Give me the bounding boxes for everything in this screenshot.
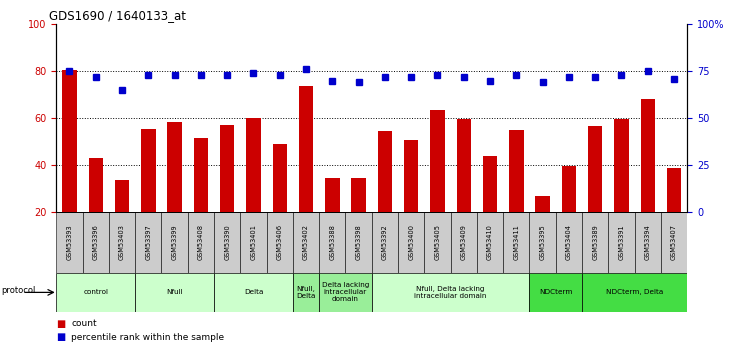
Bar [246, 118, 261, 212]
Bar [556, 212, 582, 273]
Text: GSM53391: GSM53391 [619, 225, 624, 260]
Bar [661, 212, 687, 273]
Bar [509, 130, 523, 212]
Bar [535, 196, 550, 212]
Bar [378, 131, 392, 212]
Bar [372, 212, 398, 273]
Bar [424, 212, 451, 273]
Text: GSM53393: GSM53393 [67, 225, 72, 260]
Text: GSM53408: GSM53408 [198, 224, 204, 260]
Text: NDCterm, Delta: NDCterm, Delta [606, 289, 663, 295]
Bar [582, 273, 687, 312]
Text: Nfull, Delta lacking
intracellular domain: Nfull, Delta lacking intracellular domai… [415, 286, 487, 299]
Bar [135, 273, 214, 312]
Text: GSM53411: GSM53411 [514, 225, 519, 260]
Bar [345, 212, 372, 273]
Text: GSM53401: GSM53401 [251, 225, 256, 260]
Bar [667, 168, 681, 212]
Bar [194, 138, 208, 212]
Text: Delta lacking
intracellular
domain: Delta lacking intracellular domain [321, 283, 369, 302]
Bar [451, 212, 477, 273]
Text: GSM53390: GSM53390 [225, 225, 230, 260]
Bar [214, 212, 240, 273]
Bar [503, 212, 529, 273]
Bar [430, 110, 445, 212]
Text: Delta: Delta [244, 289, 263, 295]
Bar [641, 99, 655, 212]
Bar [529, 273, 582, 312]
Bar [529, 212, 556, 273]
Bar [56, 273, 135, 312]
Bar [161, 212, 188, 273]
Text: GSM53402: GSM53402 [303, 224, 309, 260]
Text: GDS1690 / 1640133_at: GDS1690 / 1640133_at [49, 9, 185, 22]
Bar [319, 273, 372, 312]
Text: GSM53394: GSM53394 [645, 225, 650, 260]
Bar [398, 212, 424, 273]
Bar [588, 126, 602, 212]
Bar [319, 212, 345, 273]
Text: GSM53395: GSM53395 [540, 225, 545, 260]
Bar [372, 273, 529, 312]
Bar [351, 178, 366, 212]
Text: GSM53397: GSM53397 [146, 225, 151, 260]
Bar [293, 212, 319, 273]
Bar [62, 70, 77, 212]
Bar [115, 180, 129, 212]
Text: GSM53392: GSM53392 [382, 225, 388, 260]
Text: ■: ■ [56, 319, 65, 328]
Text: Nfull,
Delta: Nfull, Delta [297, 286, 315, 299]
Text: NDCterm: NDCterm [539, 289, 572, 295]
Text: GSM53403: GSM53403 [119, 225, 125, 260]
Bar [267, 212, 293, 273]
Bar [608, 212, 635, 273]
Bar [273, 144, 287, 212]
Bar [109, 212, 135, 273]
Text: percentile rank within the sample: percentile rank within the sample [71, 333, 225, 342]
Bar [404, 140, 418, 212]
Bar [220, 125, 234, 212]
Bar [167, 122, 182, 212]
Text: GSM53388: GSM53388 [330, 225, 335, 260]
Text: GSM53404: GSM53404 [566, 224, 572, 260]
Bar [214, 273, 293, 312]
Bar [325, 178, 339, 212]
Text: GSM53405: GSM53405 [435, 224, 440, 260]
Text: GSM53409: GSM53409 [461, 225, 466, 260]
Bar [89, 158, 103, 212]
Text: GSM53398: GSM53398 [356, 225, 361, 260]
Bar [83, 212, 109, 273]
Bar [240, 212, 267, 273]
Text: count: count [71, 319, 97, 328]
Bar [135, 212, 161, 273]
Text: GSM53399: GSM53399 [172, 225, 177, 260]
Text: GSM53410: GSM53410 [487, 225, 493, 260]
Text: GSM53407: GSM53407 [671, 224, 677, 260]
Text: GSM53396: GSM53396 [93, 225, 98, 260]
Bar [483, 156, 497, 212]
Text: ■: ■ [56, 333, 65, 342]
Bar [562, 166, 576, 212]
Text: GSM53389: GSM53389 [593, 225, 598, 260]
Bar [635, 212, 661, 273]
Text: GSM53406: GSM53406 [277, 224, 282, 260]
Text: GSM53400: GSM53400 [409, 224, 414, 260]
Text: protocol: protocol [1, 286, 35, 295]
Bar [299, 87, 313, 212]
Bar [477, 212, 503, 273]
Bar [614, 119, 629, 212]
Bar [141, 129, 155, 212]
Bar [188, 212, 214, 273]
Bar [582, 212, 608, 273]
Bar [293, 273, 319, 312]
Text: Nfull: Nfull [166, 289, 183, 295]
Bar [457, 119, 471, 212]
Bar [56, 212, 83, 273]
Text: control: control [83, 289, 108, 295]
